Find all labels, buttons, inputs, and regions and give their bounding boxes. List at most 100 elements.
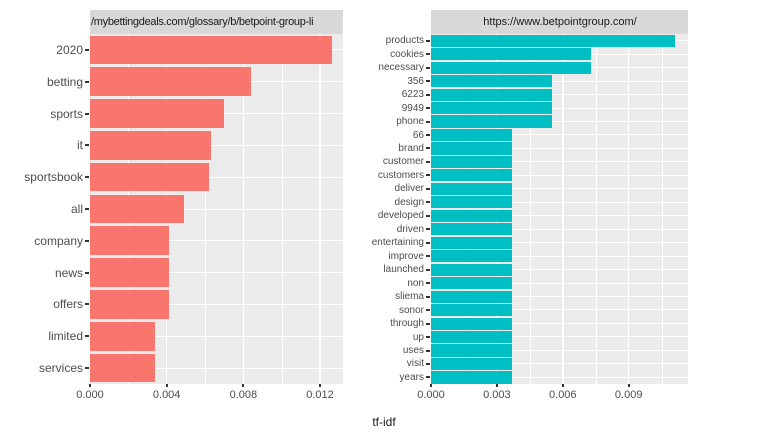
facet-title: https://www.betpointgroup.com/ [483,16,637,28]
y-tick-mark [85,48,89,51]
y-tick-mark [426,39,430,42]
bar-row [90,352,343,384]
y-axis-label-row: sliema [353,290,431,303]
v-gridline-minor [281,34,283,384]
bar-row [431,303,688,317]
y-axis-label: 356 [407,75,424,87]
y-axis-label: improve [388,250,424,262]
x-tick-mark [495,384,498,387]
v-gridline-minor [463,34,465,384]
y-axis-label-row: 356 [353,74,431,87]
y-axis-label-row: customers [353,169,431,182]
bar-row [431,317,688,330]
h-gridline [431,80,688,82]
y-axis-label-row: design [353,196,431,209]
y-axis-label: sportsbook [24,170,83,185]
y-axis-label: limited [48,329,83,344]
y-axis-label: betting [46,74,83,89]
bar [90,353,156,383]
plot-panel [431,34,688,384]
y-axis-label: products [385,35,424,47]
bar [431,155,513,168]
y-tick-mark [426,309,430,312]
bar [431,263,513,276]
y-axis-label: 9949 [401,102,424,114]
y-axis-label-row: cookies [353,47,431,60]
bar [90,194,184,224]
y-axis-label: phone [396,116,424,128]
bars [90,34,343,384]
bar-row [431,47,688,61]
bar-row [431,142,688,155]
h-gridline [431,296,688,297]
facet-mybettingdeals: /mybettingdeals.com/glossary/b/betpoint-… [0,10,343,406]
y-tick-mark [85,144,89,147]
y-axis-label-row: brand [353,142,431,155]
bar [90,290,169,319]
bar [90,321,156,351]
y-tick-mark [85,271,89,274]
y-axis-label: 2020 [56,42,83,57]
h-gridline [431,134,688,136]
bar [431,182,513,195]
y-tick-mark [426,201,430,204]
y-axis-label: it [77,138,83,153]
y-axis-label-row: improve [353,250,431,263]
bar-row [431,128,688,142]
bar [431,223,513,236]
y-axis-label: company [34,233,83,248]
y-axis-label-row: 2020 [0,34,90,66]
y-tick-mark [426,376,430,379]
h-gridline [431,188,688,190]
plot-panel [90,34,343,384]
y-axis-label: sonor [398,304,424,316]
y-tick-mark [426,147,430,150]
y-axis-label: necessary [378,62,424,74]
bar [431,330,513,344]
y-tick-mark [426,120,430,123]
x-tick-mark [561,384,564,387]
y-axis-label-row: uses [353,344,431,357]
v-gridline-major [319,34,321,384]
h-gridline [90,303,343,305]
x-tick-label: 0.003 [483,389,511,401]
bar-row [431,344,688,357]
h-gridline [431,174,688,176]
v-gridline-minor [661,34,663,384]
bar [431,142,513,155]
y-axis-label-row: products [353,34,431,47]
bar-row [431,371,688,384]
bar [431,317,513,330]
bar-row [431,236,688,249]
v-gridline-major [627,34,630,384]
bar-row [431,250,688,263]
x-axis: 0.000 0.004 0.008 0.012 [76,384,343,406]
y-tick-mark [85,303,89,306]
y-axis-label: developed [377,210,424,222]
bar [90,67,251,97]
bar-row [90,225,343,257]
y-axis-label: driven [396,223,424,235]
y-axis-label-row: company [0,225,90,257]
y-tick-mark [426,282,430,285]
bar-row [90,257,343,289]
y-axis-label-row: it [0,129,90,161]
y-axis-label: 66 [412,129,424,141]
bar [431,169,513,182]
y-axis-label: news [54,265,83,280]
y-tick-mark [426,134,430,137]
bar-row [431,330,688,344]
y-tick-mark [426,268,430,271]
y-tick-mark [426,295,430,298]
y-tick-mark [426,255,430,258]
y-axis-label-row: sonor [353,303,431,316]
y-tick-mark [426,228,430,231]
bar [431,250,513,263]
y-axis-label: brand [398,142,424,154]
y-axis-label-row: limited [0,320,90,352]
bar [431,357,513,371]
bar-row [431,263,688,276]
y-axis-label: sports [50,106,83,121]
y-axis-label-row: all [0,193,90,225]
x-tick-mark [89,384,91,387]
